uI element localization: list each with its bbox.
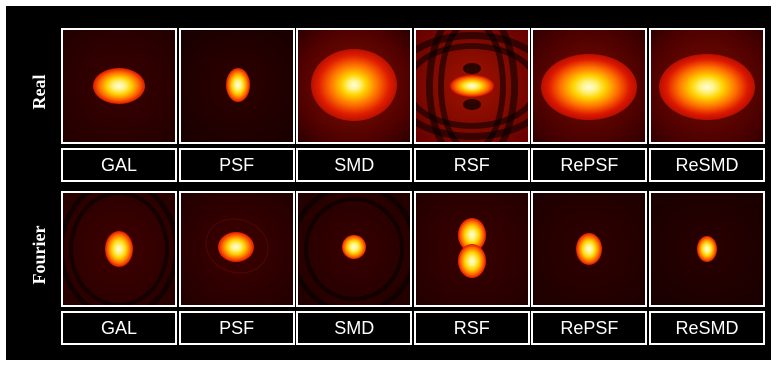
real-repsf-label: RePSF	[531, 148, 648, 182]
real-smd-label: SMD	[296, 148, 413, 182]
fourier-gal-cell: GAL	[61, 191, 177, 345]
real-smd-cell: SMD	[296, 28, 413, 182]
real-gal-label: GAL	[61, 148, 177, 182]
real-resmd-label: ReSMD	[648, 148, 765, 182]
real-gal-blob	[93, 68, 145, 104]
real-rsf-label: RSF	[413, 148, 530, 182]
fourier-resmd-cell: ReSMD	[648, 191, 765, 345]
figure-panel-grid: Real Fourier GAL PSF SMD	[6, 6, 771, 360]
real-gal-cell: GAL	[61, 28, 177, 182]
real-repsf-image	[531, 28, 648, 144]
fourier-smd-blob	[342, 235, 367, 259]
real-psf-blob	[225, 68, 250, 102]
real-rsf-dark-bottom	[462, 99, 481, 110]
fourier-row: GAL PSF SMD RSF	[61, 191, 765, 345]
real-resmd-cell: ReSMD	[648, 28, 765, 182]
fourier-smd-label: SMD	[296, 311, 413, 345]
real-rsf-cell: RSF	[413, 28, 530, 182]
real-row: GAL PSF SMD RSF	[61, 28, 765, 182]
real-psf-cell: PSF	[178, 28, 295, 182]
fourier-smd-cell: SMD	[296, 191, 413, 345]
fourier-resmd-label: ReSMD	[648, 311, 765, 345]
real-gal-image	[61, 28, 177, 144]
fourier-resmd-blob	[696, 236, 717, 262]
fourier-gal-image	[61, 191, 177, 307]
real-repsf-cell: RePSF	[531, 28, 648, 182]
fourier-smd-image	[296, 191, 413, 307]
fourier-rsf-label: RSF	[413, 311, 530, 345]
fourier-psf-image	[178, 191, 295, 307]
real-rsf-ring-4	[425, 30, 518, 142]
fourier-gal-blob	[105, 231, 133, 267]
fourier-psf-label: PSF	[178, 311, 295, 345]
real-psf-label: PSF	[178, 148, 295, 182]
fourier-repsf-label: RePSF	[531, 311, 648, 345]
fourier-rsf-image	[413, 191, 530, 307]
real-resmd-blob	[658, 54, 755, 120]
fourier-repsf-blob	[576, 233, 603, 265]
real-rsf-image	[413, 28, 530, 144]
fourier-rsf-cell: RSF	[413, 191, 530, 345]
fourier-gal-ring-2	[63, 193, 175, 305]
real-repsf-blob	[541, 54, 638, 120]
real-rsf-blob	[449, 75, 494, 97]
real-resmd-image	[648, 28, 765, 144]
real-psf-image	[178, 28, 295, 144]
fourier-rsf-blob-bottom	[457, 244, 486, 278]
real-rsf-dark-top	[462, 63, 481, 74]
fourier-repsf-image	[531, 191, 648, 307]
fourier-gal-label: GAL	[61, 311, 177, 345]
fourier-psf-cell: PSF	[178, 191, 295, 345]
fourier-repsf-cell: RePSF	[531, 191, 648, 345]
real-smd-blob	[311, 49, 398, 121]
fourier-resmd-image	[648, 191, 765, 307]
row-label-real: Real	[29, 74, 49, 110]
real-smd-image	[296, 28, 413, 144]
row-label-fourier: Fourier	[29, 225, 49, 285]
fourier-psf-blob	[217, 232, 254, 262]
